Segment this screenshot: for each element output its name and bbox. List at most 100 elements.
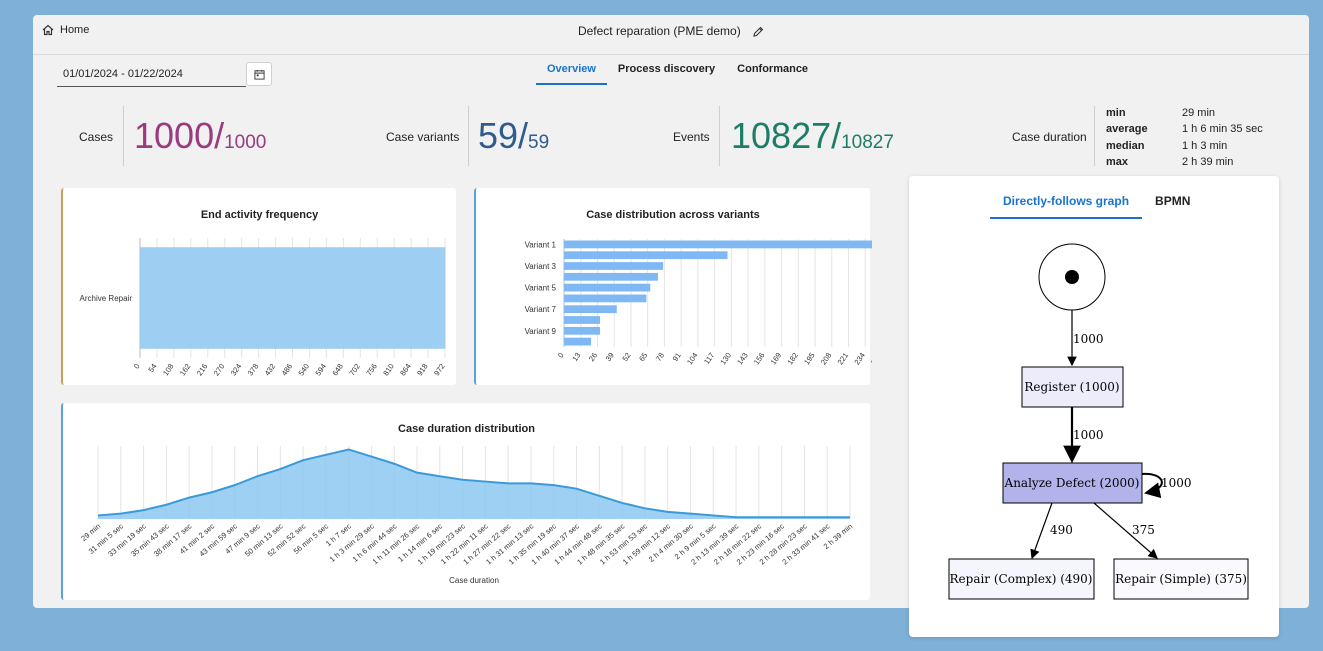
home-icon [42,24,54,36]
node-repair-complex[interactable] [948,558,1095,600]
edge-label: 1000 [1073,332,1104,346]
tab-conformance[interactable]: Conformance [737,63,809,75]
divider [719,106,720,166]
x-tick-label: 91 [671,351,683,363]
start-node-dot [1065,270,1079,284]
calendar-button[interactable] [246,62,272,86]
x-tick-label: 182 [785,351,800,366]
x-tick-label: 0 [556,351,566,360]
x-tick-label: 594 [313,362,328,377]
variants-label: Case variants [386,130,460,144]
bar [564,326,601,335]
x-tick-label: 324 [229,362,244,377]
bar [564,272,658,281]
edge-analyze-simple [1093,502,1158,559]
x-tick-label: 156 [752,351,767,366]
x-tick-label: 65 [637,351,649,363]
x-tick-label: 234 [852,351,867,366]
x-tick-label: 648 [330,362,345,377]
edit-icon[interactable] [752,26,764,38]
x-axis-label: Case duration [449,576,499,585]
x-tick-label: 130 [718,351,733,366]
variant-distribution-card: Case distribution across variants 0 13 26 3… [474,188,872,385]
variants-value: 59/59 [478,115,549,157]
node-repair-complex-label: Repair (Complex) (490) [950,572,1093,586]
duration-row-average: average 1 h 6 min 35 sec [1106,123,1263,136]
x-tick-label: 54 [146,362,158,374]
duration-row-max: max 2 h 39 min [1106,155,1234,168]
cases-count: 1000/ [134,115,225,156]
x-tick-label: 972 [432,362,447,377]
x-tick-label: 108 [161,362,176,377]
x-tick-label: 810 [381,362,396,377]
end-activity-chart: 0 54 108 162 216 270 324 378 432 486 540 594 648 702 7… [80,238,447,377]
variant-distribution-chart: 0 13 26 39 52 65 78 91 104 117 130 143 156 169 182 195 2… [525,239,872,366]
duration-distribution-card: Case duration distribution 29 min 31 min … [61,403,870,600]
x-tick-label: 26 [587,351,599,363]
events-count: 10827/ [731,115,842,156]
bar [564,337,592,346]
tab-process-discovery[interactable]: Process discovery [617,63,716,75]
top-bar: Home Defect reparation (PME demo) [33,15,1309,55]
chart-title: End activity frequency [200,209,319,221]
x-tick-label: 864 [398,362,413,377]
y-tick-label: Variant 1 [525,240,557,249]
bar [564,240,872,249]
x-tick-label: 486 [280,362,295,377]
y-tick-label: Variant 7 [525,305,557,314]
home-link[interactable]: Home [42,24,89,36]
node-register[interactable] [1021,366,1124,408]
bar [564,305,617,314]
cases-total: 1000 [224,132,267,153]
cases-label: Cases [79,130,114,144]
x-tick-label: 378 [246,362,261,377]
directly-follows-graph: 1000 Register (1000) 1000 Analyze Defect… [948,243,1249,600]
events-total: 10827 [841,132,894,153]
divider [123,106,124,166]
x-tick-label: 104 [685,351,700,366]
x-tick-label: 143 [735,351,750,366]
tab-overview[interactable]: Overview [536,63,607,85]
duration-row-min: min 29 min [1106,107,1216,119]
x-tick-label: 52 [620,351,632,363]
events-label: Events [673,130,710,144]
app-window: Home Defect reparation (PME demo) 01/01/… [33,15,1309,608]
tab-directly-follows-graph[interactable]: Directly-follows graph [990,194,1143,219]
y-tick-label: Archive Repair [80,294,133,303]
process-graph-panel: Directly-follows graph BPMN 1000 Registe… [909,176,1279,637]
x-tick-label: 39 [604,351,616,363]
date-range-input[interactable]: 01/01/2024 - 01/22/2024 [57,65,246,87]
area-line [97,448,850,519]
variants-count: 59/ [478,115,529,156]
duration-label: Case duration [1012,130,1087,144]
x-tick-label: 195 [802,351,817,366]
x-tick-label: 78 [654,351,666,363]
tab-bpmn[interactable]: BPMN [1155,194,1191,208]
x-tick-label: 162 [178,362,193,377]
bar [564,262,664,270]
chart-title: Case duration distribution [398,423,535,435]
edge-label: 490 [1050,523,1073,537]
x-tick-label: 270 [212,362,227,377]
x-tick-label: 117 [702,351,716,366]
edge-analyze-complex [1030,502,1053,560]
x-tick-label: 221 [836,351,851,366]
y-tick-label: Variant 5 [525,284,557,293]
bar [564,283,651,292]
events-value: 10827/10827 [731,115,894,157]
home-label: Home [60,24,90,36]
x-tick-label: 540 [297,362,312,377]
x-tick-label: 13 [570,351,582,363]
graph-tabs: Directly-follows graph BPMN [990,194,1203,219]
node-analyze-defect[interactable] [1002,462,1143,504]
divider [468,106,469,166]
end-activity-card: End activity frequency 0 54 108 162 216 270 32… [61,188,456,385]
edge-label: 1000 [1161,476,1192,490]
bar [139,247,446,349]
x-tick-label: 756 [364,362,379,377]
divider [1094,106,1095,166]
node-repair-simple[interactable] [1113,558,1249,600]
x-tick-label: 208 [819,351,834,366]
calendar-icon [253,69,265,80]
